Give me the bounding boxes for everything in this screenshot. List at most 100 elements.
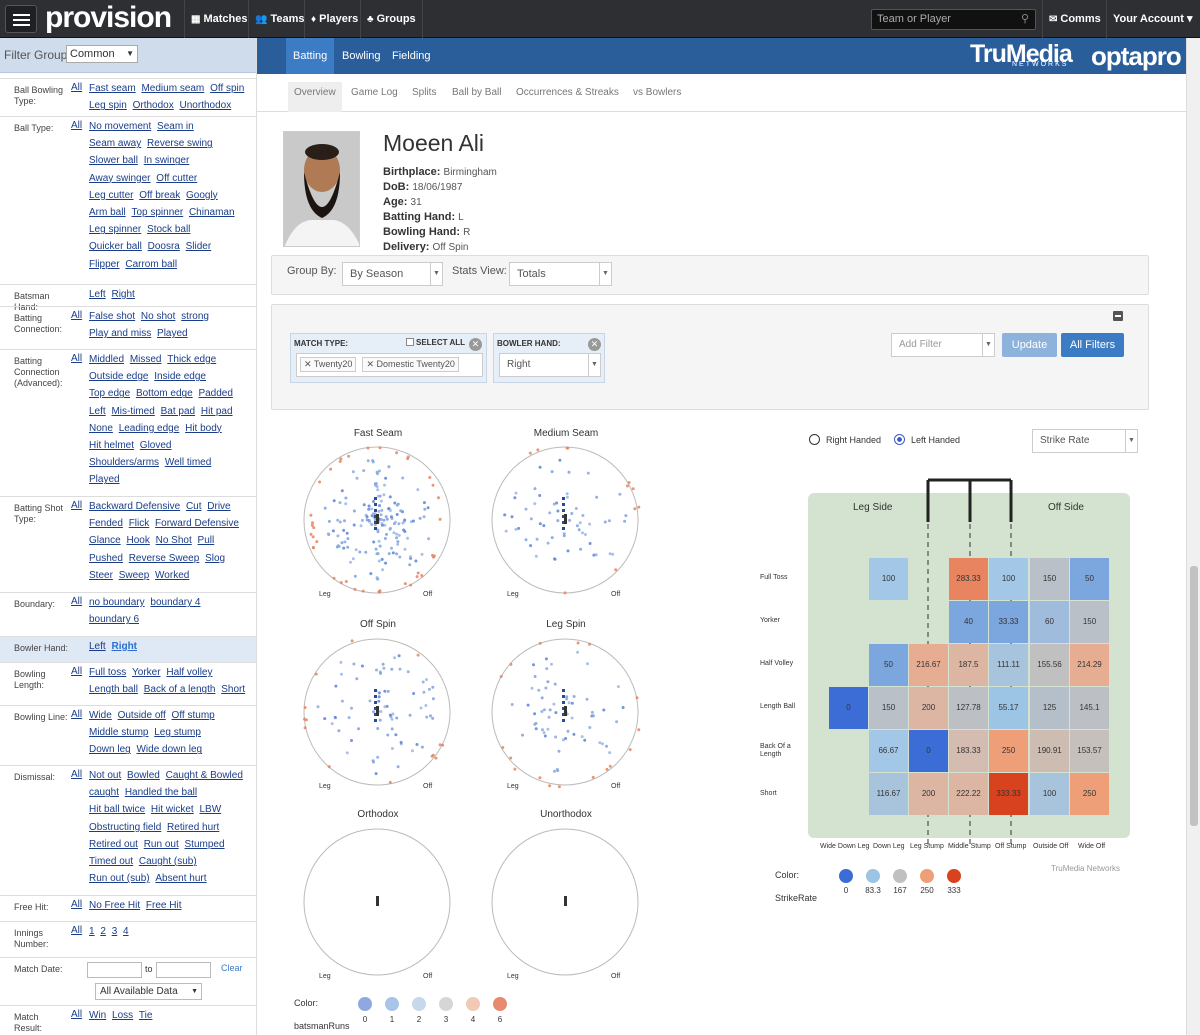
group-by-select[interactable]: By Season ▼ [342, 262, 443, 286]
tab-bowling[interactable]: Bowling [342, 50, 381, 62]
nav-matches[interactable]: ▦ Matches [184, 0, 253, 38]
filter-option-link[interactable]: Quicker ball [89, 241, 142, 253]
filter-option-link[interactable]: 3 [111, 926, 118, 937]
filter-option-link[interactable]: Length ball [89, 684, 138, 696]
heatmap-cell[interactable]: 50 [1070, 558, 1109, 600]
filter-option-link[interactable]: Loss [112, 1010, 134, 1021]
heatmap-cell[interactable]: 50 [869, 644, 908, 686]
filter-all-link[interactable]: All [71, 120, 83, 131]
heatmap-cell[interactable]: 250 [989, 730, 1028, 772]
heatmap-cell[interactable]: 150 [1030, 558, 1069, 600]
bowler-hand-select[interactable]: Right ▼ [499, 353, 601, 377]
filter-option-link[interactable]: Seam in [157, 121, 194, 132]
filter-option-link[interactable]: Outside off [117, 710, 166, 721]
filter-option-link[interactable]: Caught & Bowled [165, 770, 243, 781]
filter-option-link[interactable]: Flipper [89, 258, 120, 270]
filter-option-link[interactable]: 2 [100, 926, 106, 937]
date-from-input[interactable] [87, 962, 142, 978]
filter-option-link[interactable]: boundary 4 [150, 597, 201, 608]
filter-option-link[interactable]: Hit helmet [89, 440, 135, 452]
filter-option-link[interactable]: Outside edge [89, 371, 149, 383]
filter-option-link[interactable]: Handled the ball [124, 787, 198, 799]
filter-all-link[interactable]: All [71, 709, 83, 720]
filter-option-link[interactable]: Glance [89, 535, 121, 547]
filter-all-link[interactable]: All [71, 500, 83, 511]
filter-option-link[interactable]: Bottom edge [135, 388, 193, 400]
filter-option-link[interactable]: Retired out [89, 838, 138, 850]
tab-fielding[interactable]: Fielding [392, 50, 431, 62]
tag-twenty20[interactable]: ✕ Twenty20 [300, 357, 357, 372]
metric-select[interactable]: Strike Rate ▼ [1032, 429, 1138, 453]
filter-option-link[interactable]: None [89, 422, 113, 434]
hamburger-menu-icon[interactable] [5, 5, 37, 33]
filter-option-link[interactable]: Flick [128, 518, 150, 530]
heatmap-cell[interactable]: 187.5 [949, 644, 988, 686]
filter-option-link[interactable]: Run out (sub) [89, 873, 150, 885]
heatmap-cell[interactable]: 0 [829, 687, 868, 729]
filter-option-link[interactable]: Wide down leg [136, 744, 203, 756]
heatmap-cell[interactable]: 100 [989, 558, 1028, 600]
filter-option-link[interactable]: Half volley [166, 667, 213, 678]
team-player-search-input[interactable]: Team or Player ⚲ [871, 9, 1036, 30]
filter-option-link[interactable]: Inside edge [154, 371, 206, 383]
filter-option-link[interactable]: Middled [89, 354, 125, 365]
nav-teams[interactable]: 👥 Teams [248, 0, 311, 38]
remove-filter-icon[interactable]: ✕ [588, 338, 601, 351]
filter-option-link[interactable]: Hit body [185, 422, 222, 434]
filter-all-link[interactable]: All [71, 82, 83, 93]
page-scrollbar[interactable] [1186, 38, 1200, 1035]
filter-option-link[interactable]: Top edge [89, 388, 131, 400]
filter-option-link[interactable]: Leg stump [154, 727, 201, 739]
filter-option-link[interactable]: Arm ball [89, 207, 126, 219]
tab-batting[interactable]: Batting [286, 38, 335, 74]
filter-option-link[interactable]: Not out [89, 770, 122, 781]
filter-option-link[interactable]: Off stump [171, 710, 215, 721]
heatmap-cell[interactable]: 333.33 [989, 773, 1028, 815]
filter-option-link[interactable]: Play and miss [89, 328, 152, 340]
scrollbar-thumb[interactable] [1190, 566, 1198, 826]
heatmap-cell[interactable]: 214.29 [1070, 644, 1109, 686]
filter-option-link[interactable]: Reverse Sweep [128, 552, 200, 564]
filter-option-link[interactable]: Full toss [89, 667, 127, 678]
filter-option-link[interactable]: no boundary [89, 597, 145, 608]
filter-option-link[interactable]: Tie [138, 1010, 153, 1021]
filter-all-link[interactable]: All [71, 899, 83, 910]
left-handed-radio[interactable]: Left Handed [894, 434, 960, 445]
nav-comms[interactable]: ✉ Comms [1042, 0, 1107, 38]
filter-option-link[interactable]: Shoulders/arms [89, 457, 160, 469]
filter-option-link[interactable]: Cut [185, 501, 202, 512]
filter-option-link[interactable]: Slider [185, 241, 212, 253]
filter-option-link[interactable]: Down leg [89, 744, 131, 756]
filter-option-link[interactable]: Leg spin [89, 100, 127, 112]
filter-option-link[interactable]: Retired hurt [167, 821, 220, 833]
filter-option-link[interactable]: Leg spinner [89, 224, 142, 236]
right-handed-radio[interactable]: Right Handed [809, 434, 881, 445]
filter-group-select[interactable]: Common ▼ [66, 45, 138, 63]
filter-option-link[interactable]: Absent hurt [155, 873, 207, 885]
subtab-splits[interactable]: Splits [412, 87, 437, 98]
filter-option-link[interactable]: In swinger [143, 155, 190, 167]
heatmap-cell[interactable]: 153.57 [1070, 730, 1109, 772]
filter-all-link[interactable]: All [71, 310, 83, 321]
filter-option-link[interactable]: Slog [205, 552, 226, 564]
heatmap-cell[interactable]: 33.33 [989, 601, 1028, 643]
stats-view-select[interactable]: Totals ▼ [509, 262, 612, 286]
filter-option-link[interactable]: Free Hit [145, 900, 182, 911]
filter-option-link[interactable]: Back of a length [143, 684, 216, 696]
filter-option-link[interactable]: Chinaman [188, 207, 235, 219]
heatmap-cell[interactable]: 100 [1030, 773, 1069, 815]
filter-option-link[interactable]: No shot [140, 311, 176, 322]
heatmap-cell[interactable]: 200 [909, 773, 948, 815]
filter-option-link[interactable]: Right [111, 289, 135, 300]
filter-option-link[interactable]: Off spin [210, 83, 245, 94]
filter-option-link[interactable]: Off break [139, 189, 181, 201]
filter-option-link[interactable]: Googly [186, 189, 218, 201]
heatmap-cell[interactable]: 116.67 [869, 773, 908, 815]
heatmap-cell[interactable]: 127.78 [949, 687, 988, 729]
filter-option-link[interactable]: Obstructing field [89, 821, 162, 833]
filter-option-link[interactable]: Thick edge [167, 354, 217, 365]
filter-all-link[interactable]: All [71, 925, 83, 936]
heatmap-cell[interactable]: 155.56 [1030, 644, 1069, 686]
filter-option-link[interactable]: Fended [89, 518, 123, 530]
filter-option-link[interactable]: No Free Hit [89, 900, 141, 911]
